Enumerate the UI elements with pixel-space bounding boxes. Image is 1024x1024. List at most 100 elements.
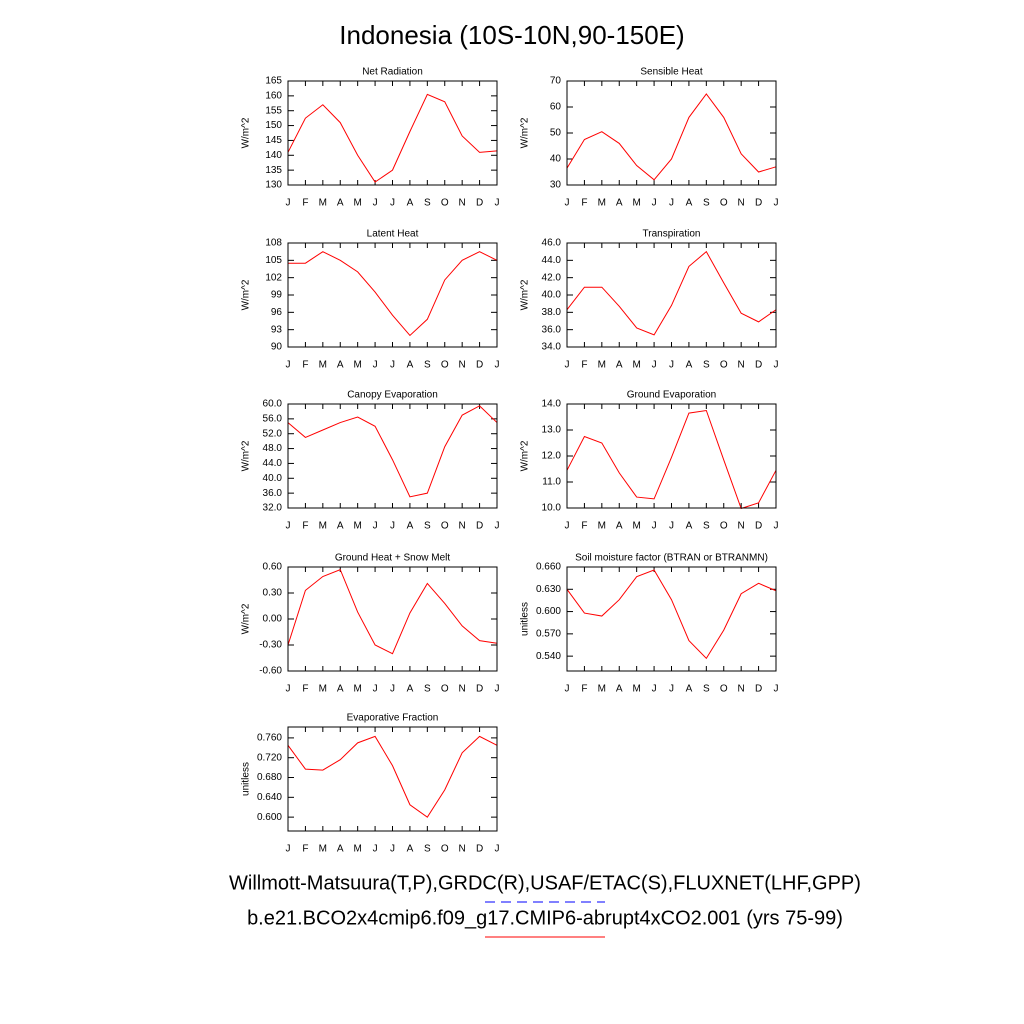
- y-tick-label: 0.630: [536, 584, 561, 595]
- x-tick-label: D: [476, 684, 483, 695]
- y-tick-label: 135: [265, 165, 282, 176]
- panel-title: Latent Heat: [367, 229, 419, 240]
- y-tick-label: 160: [265, 90, 282, 101]
- x-tick-label: O: [720, 198, 728, 209]
- x-tick-label: J: [774, 360, 779, 371]
- y-tick-label: -0.30: [259, 640, 282, 651]
- data-line: [287, 405, 498, 498]
- x-tick-label: F: [302, 198, 308, 209]
- x-tick-label: O: [720, 360, 728, 371]
- y-axis-label: W/m^2: [520, 440, 531, 471]
- y-tick-label: 0.660: [536, 562, 561, 573]
- y-tick-label: 38.0: [542, 307, 562, 318]
- x-tick-label: J: [669, 521, 674, 532]
- x-tick-label: O: [441, 198, 449, 209]
- x-tick-label: S: [703, 521, 710, 532]
- x-tick-label: J: [565, 360, 570, 371]
- x-tick-label: O: [441, 684, 449, 695]
- plot-frame: [566, 403, 777, 509]
- y-axis-label: unitless: [241, 762, 252, 796]
- y-tick-label: 10.0: [542, 503, 562, 514]
- x-tick-label: A: [686, 684, 693, 695]
- y-tick-label: 34.0: [542, 342, 562, 353]
- y-tick-label: 30: [550, 180, 562, 191]
- data-line: [287, 568, 498, 655]
- x-tick-label: S: [703, 198, 710, 209]
- plot-frame: [566, 242, 777, 348]
- panel-title: Ground Evaporation: [627, 390, 717, 401]
- y-axis-label: W/m^2: [241, 603, 252, 634]
- x-tick-label: D: [476, 360, 483, 371]
- plot-frame: [287, 403, 498, 509]
- x-tick-label: M: [598, 198, 606, 209]
- y-tick-label: 108: [265, 238, 282, 249]
- x-tick-label: J: [774, 198, 779, 209]
- x-tick-label: N: [459, 198, 466, 209]
- x-tick-label: J: [286, 360, 291, 371]
- panel-title: Transpiration: [643, 229, 701, 240]
- x-tick-label: N: [459, 521, 466, 532]
- y-tick-label: 13.0: [542, 425, 562, 436]
- y-tick-label: 0.600: [257, 812, 282, 823]
- x-tick-label: N: [738, 360, 745, 371]
- y-tick-label: 155: [265, 105, 282, 116]
- x-tick-label: J: [390, 198, 395, 209]
- x-tick-label: M: [632, 198, 640, 209]
- x-tick-label: M: [319, 360, 327, 371]
- x-tick-label: N: [459, 360, 466, 371]
- y-tick-label: 0.540: [536, 651, 561, 662]
- x-tick-label: F: [581, 521, 587, 532]
- x-tick-label: J: [652, 521, 657, 532]
- y-tick-label: 42.0: [542, 272, 562, 283]
- y-axis-label: W/m^2: [520, 279, 531, 310]
- x-tick-label: F: [302, 360, 308, 371]
- x-tick-label: M: [319, 198, 327, 209]
- x-tick-label: J: [286, 684, 291, 695]
- panel-title: Canopy Evaporation: [347, 390, 438, 401]
- x-tick-label: J: [652, 198, 657, 209]
- y-tick-label: 96: [271, 307, 283, 318]
- x-tick-label: M: [319, 521, 327, 532]
- x-tick-label: F: [302, 844, 308, 855]
- x-tick-label: J: [669, 360, 674, 371]
- x-tick-label: O: [720, 521, 728, 532]
- x-tick-label: M: [319, 844, 327, 855]
- x-tick-label: A: [407, 844, 414, 855]
- x-tick-label: M: [598, 684, 606, 695]
- x-tick-label: O: [441, 521, 449, 532]
- y-tick-label: 11.0: [542, 477, 561, 488]
- x-tick-label: F: [581, 360, 587, 371]
- x-tick-label: J: [373, 684, 378, 695]
- x-tick-label: J: [390, 521, 395, 532]
- x-tick-label: J: [565, 521, 570, 532]
- x-tick-label: F: [302, 684, 308, 695]
- y-tick-label: 56.0: [263, 413, 283, 424]
- y-tick-label: 40.0: [542, 290, 562, 301]
- y-tick-label: 44.0: [542, 255, 562, 266]
- data-line: [566, 409, 777, 510]
- x-tick-label: J: [495, 684, 500, 695]
- plot-frame: [566, 566, 777, 672]
- x-tick-label: A: [407, 360, 414, 371]
- x-tick-label: A: [686, 360, 693, 371]
- y-tick-label: 40.0: [263, 473, 283, 484]
- x-tick-label: J: [390, 844, 395, 855]
- y-tick-label: 0.600: [536, 606, 561, 617]
- panel-title: Sensible Heat: [640, 67, 702, 78]
- y-tick-label: 0.60: [263, 562, 283, 573]
- x-tick-label: J: [373, 844, 378, 855]
- x-tick-label: J: [652, 360, 657, 371]
- x-tick-label: A: [686, 521, 693, 532]
- y-tick-label: 0.760: [257, 733, 282, 744]
- x-tick-label: S: [424, 521, 431, 532]
- legend-label: b.e21.BCO2x4cmip6.f09_g17.CMIP6-abrupt4x…: [247, 907, 843, 929]
- y-tick-label: 60.0: [263, 399, 283, 410]
- x-tick-label: F: [302, 521, 308, 532]
- x-tick-label: J: [373, 360, 378, 371]
- x-tick-label: A: [616, 684, 623, 695]
- y-axis-label: W/m^2: [241, 440, 252, 471]
- x-tick-label: N: [738, 521, 745, 532]
- y-tick-label: 165: [265, 76, 282, 87]
- x-tick-label: J: [669, 198, 674, 209]
- x-tick-label: J: [390, 684, 395, 695]
